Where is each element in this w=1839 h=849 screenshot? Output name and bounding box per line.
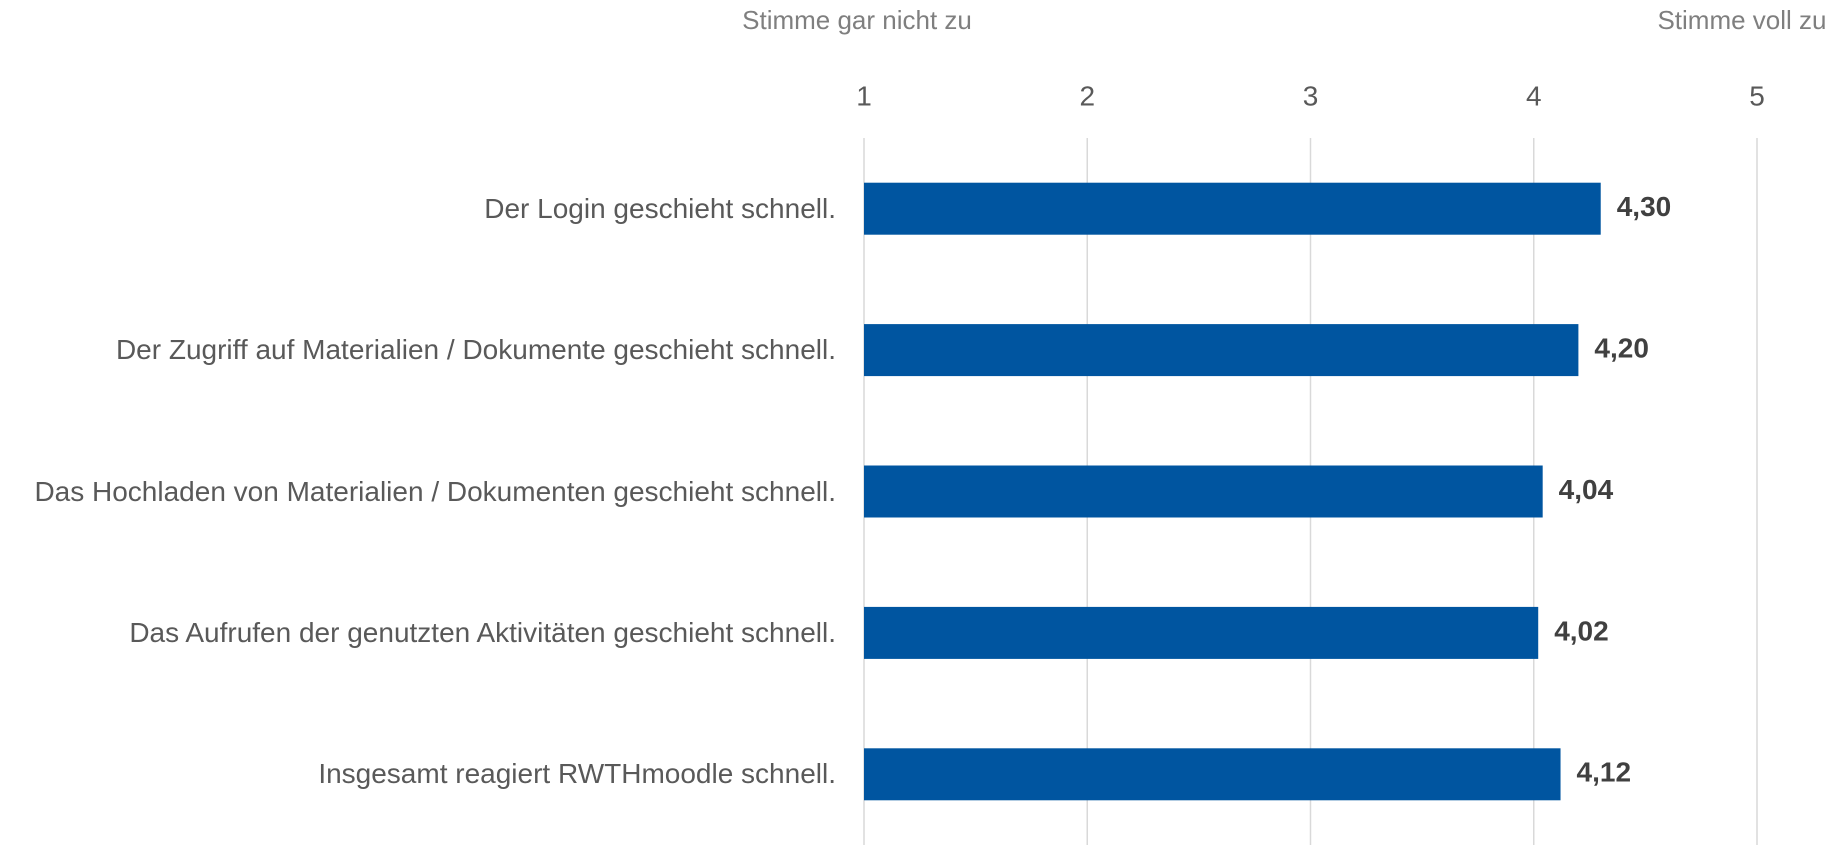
category-label: Insgesamt reagiert RWTHmoodle schnell.	[318, 758, 836, 790]
category-label: Der Login geschieht schnell.	[484, 192, 836, 224]
data-label: 4,12	[1577, 757, 1632, 788]
category-label: Das Aufrufen der genutzten Aktivitäten g…	[129, 616, 836, 648]
x-tick-label: 1	[856, 80, 872, 111]
bar	[864, 606, 1539, 659]
bar	[864, 465, 1543, 518]
data-label: 4,20	[1594, 332, 1649, 363]
data-label: 4,02	[1554, 615, 1609, 646]
x-tick-label: 4	[1526, 80, 1542, 111]
x-tick-label: 3	[1303, 80, 1319, 111]
category-label: Das Hochladen von Materialien / Dokument…	[34, 475, 836, 507]
data-label: 4,04	[1559, 474, 1614, 505]
x-tick-label: 2	[1079, 80, 1095, 111]
axis-label-right: Stimme voll zu	[1657, 5, 1826, 35]
bar	[864, 182, 1601, 235]
axis-label-left: Stimme gar nicht zu	[742, 5, 972, 35]
category-label: Der Zugriff auf Materialien / Dokumente …	[115, 334, 836, 366]
bar	[864, 324, 1579, 377]
bar	[864, 748, 1561, 801]
x-tick-label: 5	[1749, 80, 1765, 111]
data-label: 4,30	[1617, 191, 1672, 222]
